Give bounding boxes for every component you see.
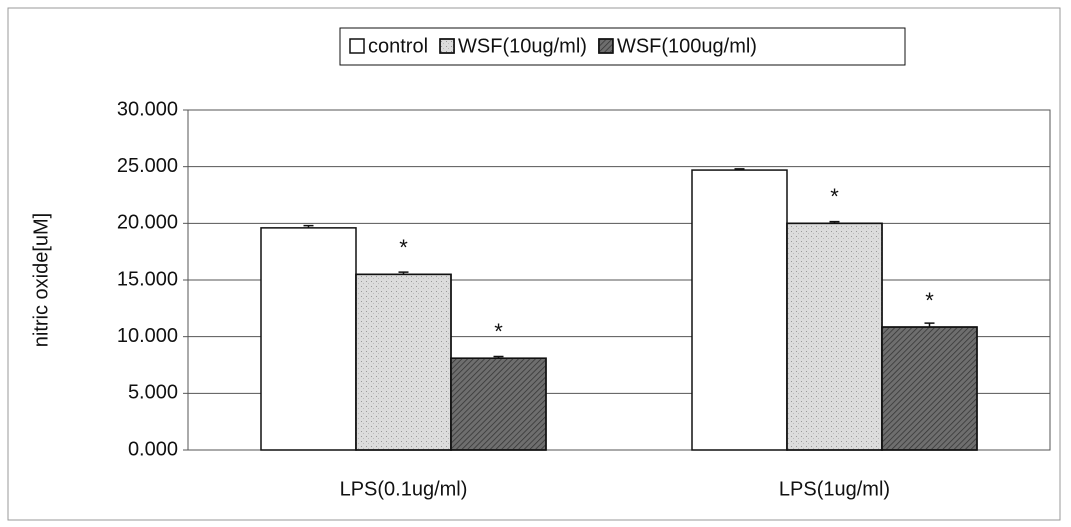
x-tick-label: LPS(0.1ug/ml) — [340, 478, 468, 500]
y-tick-label: 25.000 — [117, 155, 178, 177]
significance-marker: * — [925, 288, 934, 313]
chart-border — [7, 7, 1061, 521]
y-tick-label: 30.000 — [117, 98, 178, 120]
significance-marker: * — [399, 235, 408, 260]
legend-label: WSF(10ug/ml) — [458, 35, 587, 57]
error-bar — [924, 322, 935, 328]
error-bar — [303, 224, 314, 228]
significance-marker: * — [830, 184, 839, 209]
bar-texture — [450, 357, 547, 451]
legend-label: WSF(100ug/ml) — [617, 35, 757, 57]
y-tick-label: 10.000 — [117, 325, 178, 347]
error-bar — [398, 271, 409, 275]
legend-label: control — [368, 35, 428, 57]
y-tick-label: 15.000 — [117, 268, 178, 290]
bar-texture — [355, 273, 452, 451]
bar-texture — [881, 326, 978, 451]
error-bar — [493, 355, 504, 359]
y-tick-label: 20.000 — [117, 212, 178, 234]
bar — [260, 227, 357, 451]
y-tick-label: 0.000 — [128, 438, 178, 460]
significance-marker: * — [494, 319, 503, 344]
y-tick-label: 5.000 — [128, 382, 178, 404]
y-axis-label: nitric oxide[uM] — [30, 213, 52, 348]
bar-texture — [786, 222, 883, 451]
legend-swatch-texture — [439, 38, 455, 54]
legend-swatch-texture — [598, 38, 614, 54]
x-tick-label: LPS(1ug/ml) — [779, 478, 890, 500]
error-bar — [734, 168, 745, 171]
legend-swatch — [349, 38, 365, 54]
error-bar — [829, 220, 840, 224]
legend-box — [339, 27, 906, 66]
bar — [691, 169, 788, 451]
